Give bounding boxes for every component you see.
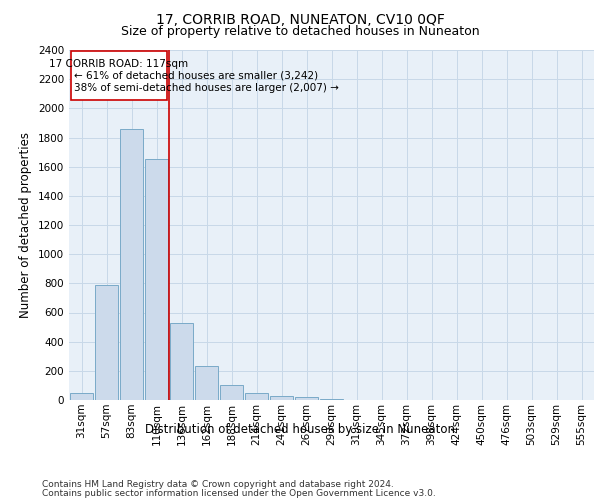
Bar [145, 160, 168, 400]
Text: ← 61% of detached houses are smaller (3,242): ← 61% of detached houses are smaller (3,… [74, 70, 318, 81]
Text: Contains HM Land Registry data © Crown copyright and database right 2024.: Contains HM Land Registry data © Crown c… [42, 480, 394, 489]
Bar [170, 322, 193, 400]
Text: Size of property relative to detached houses in Nuneaton: Size of property relative to detached ho… [121, 25, 479, 38]
Bar [295, 397, 318, 400]
Bar [70, 392, 93, 400]
Bar [270, 396, 293, 400]
Text: 38% of semi-detached houses are larger (2,007) →: 38% of semi-detached houses are larger (… [74, 83, 339, 93]
Bar [220, 384, 243, 400]
FancyBboxPatch shape [71, 52, 167, 100]
Text: 17 CORRIB ROAD: 117sqm: 17 CORRIB ROAD: 117sqm [49, 60, 188, 70]
Bar [245, 392, 268, 400]
Text: Distribution of detached houses by size in Nuneaton: Distribution of detached houses by size … [145, 422, 455, 436]
Bar [195, 366, 218, 400]
Bar [120, 129, 143, 400]
Text: 17, CORRIB ROAD, NUNEATON, CV10 0QF: 17, CORRIB ROAD, NUNEATON, CV10 0QF [155, 12, 445, 26]
Bar [95, 285, 118, 400]
Y-axis label: Number of detached properties: Number of detached properties [19, 132, 32, 318]
Text: Contains public sector information licensed under the Open Government Licence v3: Contains public sector information licen… [42, 488, 436, 498]
